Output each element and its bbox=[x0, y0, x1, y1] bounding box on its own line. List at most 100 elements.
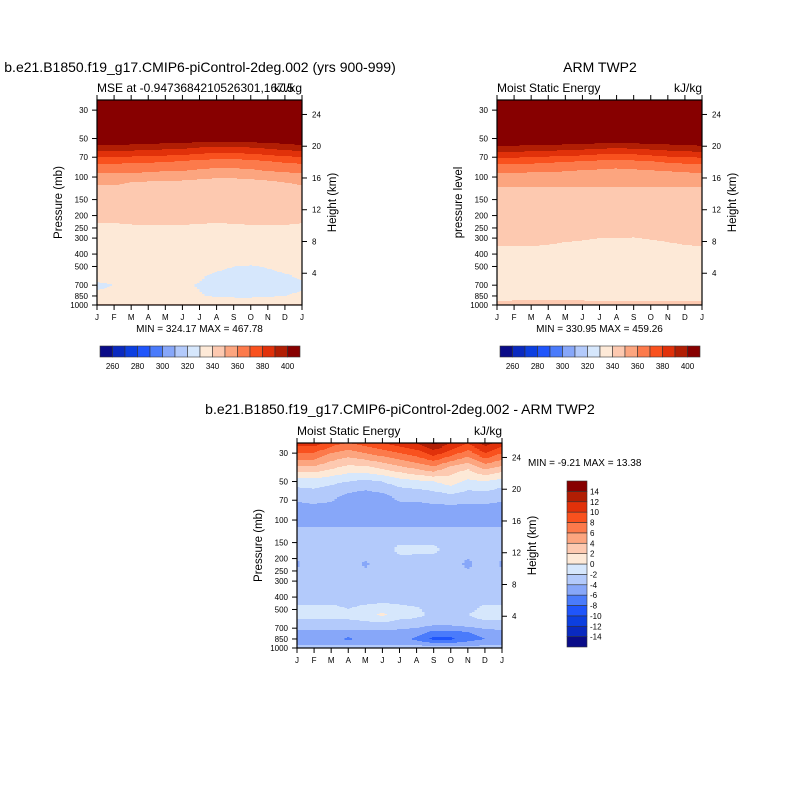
contour-band bbox=[142, 156, 145, 163]
contour-band bbox=[242, 153, 245, 160]
contour-band bbox=[514, 100, 518, 146]
contour-band bbox=[257, 154, 260, 160]
contour-band bbox=[582, 150, 585, 155]
contour-band bbox=[234, 266, 238, 298]
contour-band bbox=[387, 603, 390, 622]
contour-band bbox=[622, 238, 625, 301]
contour-band bbox=[347, 465, 350, 473]
contour-band bbox=[469, 646, 473, 648]
contour-band bbox=[642, 187, 645, 239]
contour-band bbox=[164, 156, 168, 162]
contour-band bbox=[564, 187, 568, 242]
contour-band bbox=[679, 187, 683, 244]
contour-band bbox=[169, 100, 173, 143]
contour-band bbox=[384, 476, 388, 483]
colorbar-label: 400 bbox=[681, 362, 695, 371]
contour-band bbox=[687, 164, 690, 172]
contour-band bbox=[437, 637, 440, 640]
x-tick-label: A bbox=[146, 313, 152, 322]
contour-band bbox=[479, 474, 483, 481]
contour-band bbox=[304, 488, 308, 503]
contour-band bbox=[472, 480, 475, 491]
contour-band bbox=[302, 645, 305, 648]
contour-band bbox=[224, 142, 228, 147]
contour-band bbox=[337, 467, 340, 475]
contour-band bbox=[597, 301, 600, 305]
y-axis-label: Pressure (mb) bbox=[253, 509, 265, 582]
contour-band bbox=[372, 645, 375, 648]
x-tick-label: D bbox=[682, 313, 688, 322]
contour-band bbox=[592, 161, 595, 170]
contour-band bbox=[352, 620, 355, 630]
contour-band bbox=[117, 223, 120, 304]
contour-band bbox=[154, 225, 158, 304]
contour-band bbox=[259, 154, 263, 161]
contour-band bbox=[489, 457, 493, 463]
contour-band bbox=[139, 173, 143, 182]
contour-band bbox=[402, 443, 405, 447]
contour-band bbox=[534, 100, 538, 145]
contour-band bbox=[542, 245, 545, 300]
contour-band bbox=[492, 503, 495, 527]
contour-band bbox=[692, 152, 695, 157]
contour-band bbox=[657, 241, 660, 301]
contour-band bbox=[587, 187, 590, 240]
contour-band bbox=[494, 461, 498, 467]
contour-band bbox=[97, 223, 100, 282]
contour-band bbox=[467, 490, 470, 504]
contour-band bbox=[312, 489, 315, 504]
colorbar-box bbox=[612, 345, 626, 358]
contour-band bbox=[162, 149, 165, 156]
contour-band bbox=[397, 645, 400, 648]
contour-band bbox=[394, 527, 398, 547]
contour-band bbox=[424, 459, 428, 465]
contour-band bbox=[349, 640, 353, 645]
contour-band bbox=[529, 164, 533, 172]
contour-band bbox=[262, 143, 265, 148]
contour-band bbox=[124, 157, 128, 163]
contour-band bbox=[232, 267, 235, 297]
contour-band bbox=[212, 297, 215, 304]
contour-band bbox=[464, 646, 468, 648]
contour-band bbox=[532, 187, 535, 246]
contour-band bbox=[302, 478, 305, 488]
contour-band bbox=[427, 490, 430, 503]
contour-band bbox=[357, 480, 360, 491]
colorbar-box bbox=[566, 480, 588, 492]
contour-band bbox=[129, 163, 133, 173]
contour-band bbox=[619, 154, 623, 160]
contour-band bbox=[419, 502, 423, 527]
contour-band bbox=[424, 646, 428, 648]
contour-band bbox=[492, 443, 495, 450]
contour-band bbox=[382, 469, 385, 475]
y-tick-label: 500 bbox=[275, 605, 289, 614]
contour-band bbox=[387, 495, 390, 527]
contour-field bbox=[297, 443, 502, 648]
contour-band bbox=[232, 168, 235, 178]
contour-band bbox=[467, 559, 470, 569]
contour-band bbox=[137, 173, 140, 182]
contour-band bbox=[387, 476, 390, 484]
contour-band bbox=[277, 143, 280, 150]
contour-band bbox=[377, 527, 380, 603]
contour-band bbox=[442, 484, 445, 493]
contour-band bbox=[479, 457, 483, 462]
contour-band bbox=[619, 143, 623, 148]
colorbar-box bbox=[512, 345, 526, 358]
contour-band bbox=[507, 301, 510, 305]
contour-band bbox=[692, 301, 695, 305]
contour-band bbox=[342, 444, 345, 451]
contour-band bbox=[634, 149, 638, 154]
contour-band bbox=[442, 643, 445, 646]
contour-band bbox=[222, 159, 225, 168]
contour-band bbox=[459, 443, 463, 446]
x-tick-label: O bbox=[248, 313, 254, 322]
contour-band bbox=[247, 298, 250, 304]
contour-band bbox=[437, 527, 440, 548]
contour-band bbox=[442, 631, 445, 637]
contour-band bbox=[427, 448, 430, 454]
contour-band bbox=[509, 152, 513, 158]
contour-band bbox=[334, 475, 338, 484]
contour-band bbox=[347, 473, 350, 482]
contour-band bbox=[277, 225, 280, 272]
